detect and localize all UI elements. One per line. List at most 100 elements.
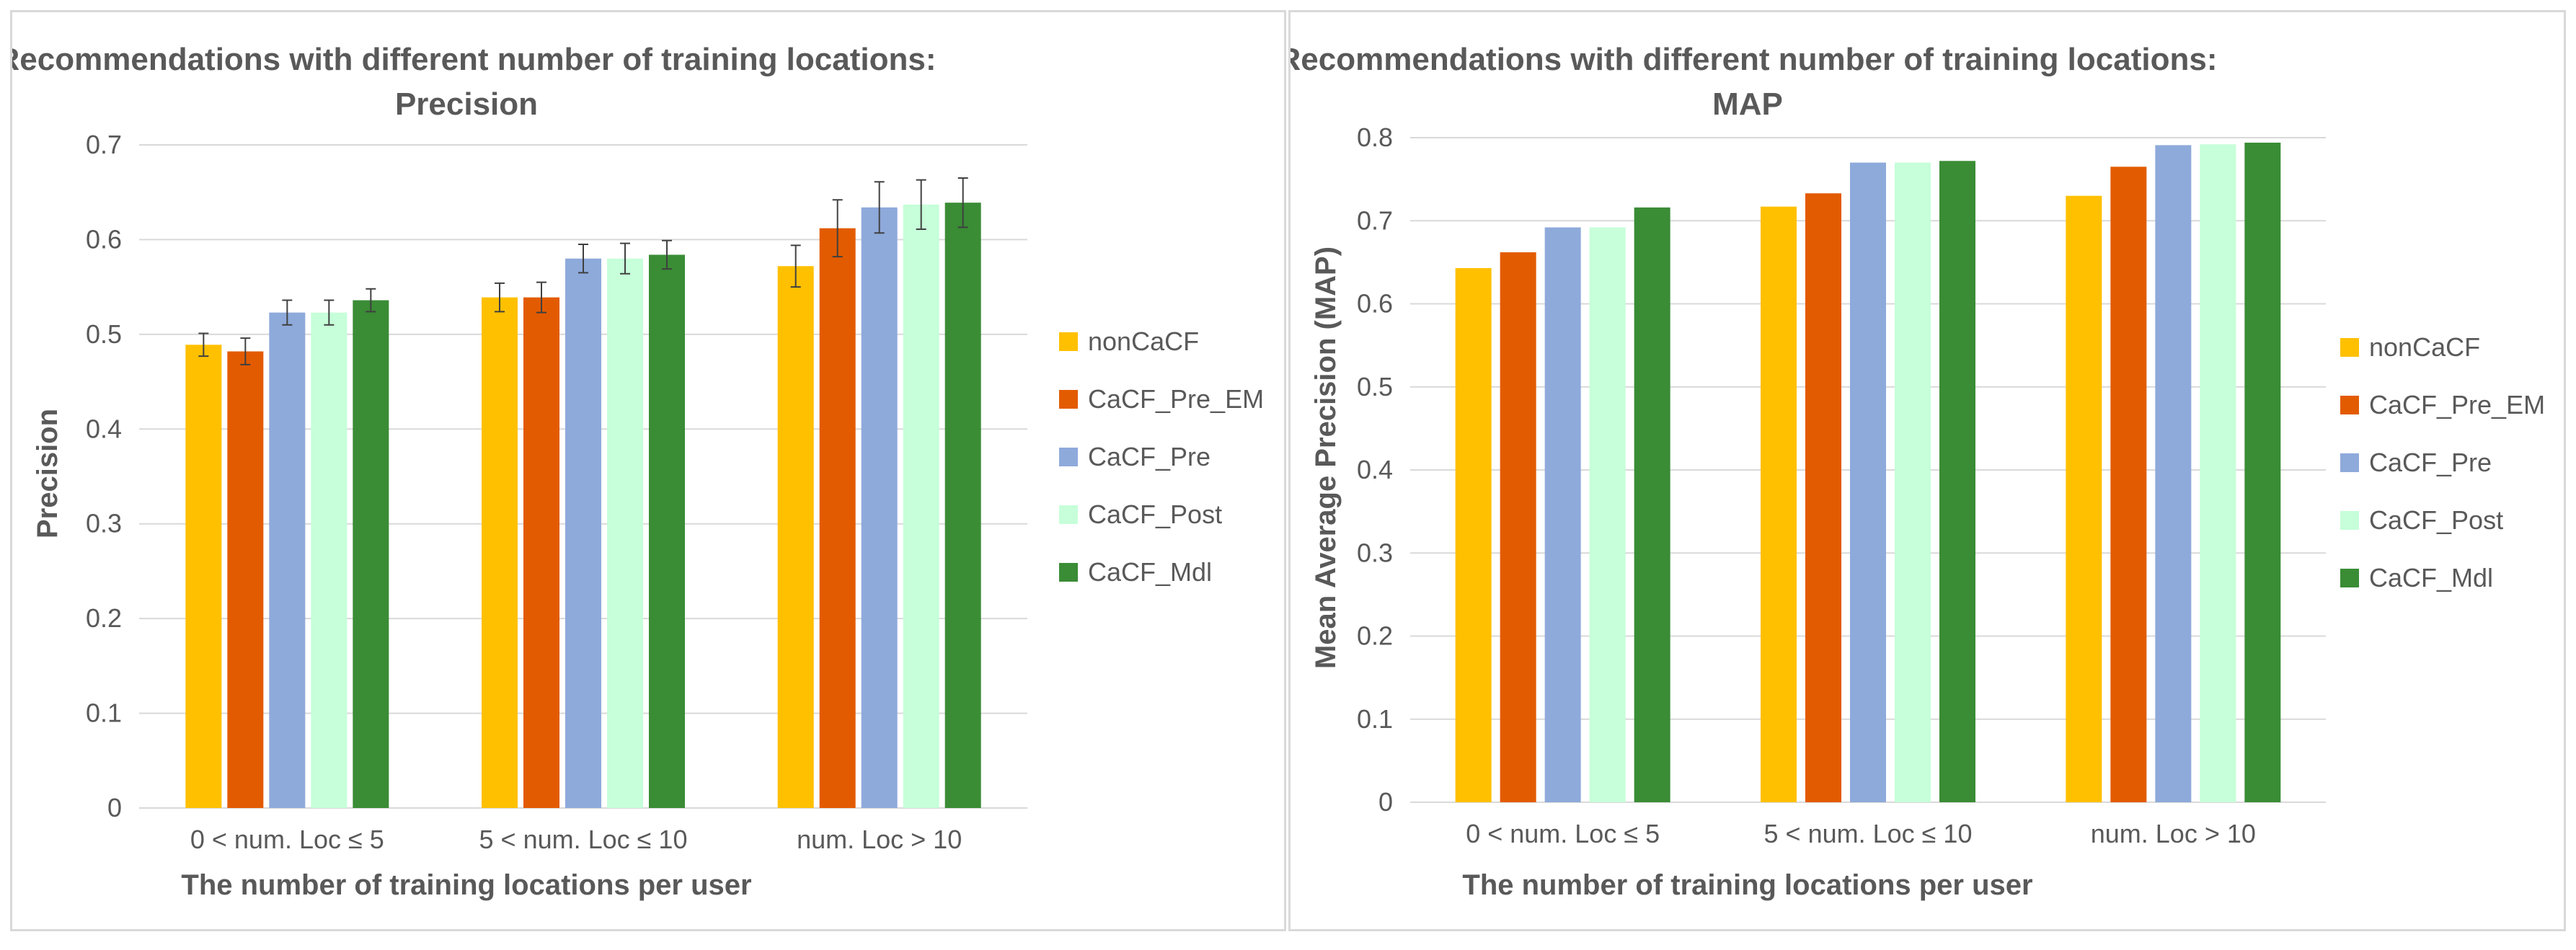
bar-noncacf [777, 266, 814, 808]
x-tick-label: 5 < num. Loc ≤ 10 [1764, 819, 1973, 848]
error-bar [957, 177, 968, 228]
bar-noncacf [185, 345, 222, 808]
chart-title-line-2: Precision [395, 86, 538, 122]
bar-cacf-pre-em [819, 228, 856, 809]
legend-label: CaCF_Mdl [2369, 563, 2493, 592]
legend-label: CaCF_Pre_EM [1088, 384, 1264, 414]
y-tick-label: 0 [107, 793, 122, 822]
y-tick-label: 0.4 [86, 414, 122, 443]
legend-swatch [1059, 563, 1078, 582]
error-bar [240, 337, 251, 365]
error-bar [495, 282, 505, 313]
bar-cacf-pre-em [1500, 252, 1536, 802]
y-axis-title: Mean Average Precision (MAP) [1310, 247, 1342, 669]
error-bar [874, 181, 885, 234]
y-tick-label: 0.7 [86, 130, 122, 159]
bar-cacf-pre-em [227, 351, 264, 808]
bar-cacf-mdl [649, 254, 685, 808]
legend-swatch [2340, 338, 2359, 357]
y-tick-label: 0.2 [86, 603, 122, 633]
legend-swatch [2340, 511, 2359, 530]
legend-swatch [2340, 569, 2359, 587]
precision-chart: Recommendations with different number of… [12, 42, 1264, 901]
x-tick-label: 0 < num. Loc ≤ 5 [1466, 819, 1660, 848]
error-bar [366, 288, 376, 313]
y-tick-label: 0.2 [1357, 621, 1393, 651]
y-tick-label: 0.1 [1357, 704, 1393, 734]
bar-cacf-post [607, 258, 643, 808]
bar-noncacf [2066, 195, 2102, 802]
y-tick-label: 0.3 [86, 509, 122, 538]
chart-title-line-2: MAP [1712, 86, 1783, 122]
error-bar [578, 244, 588, 274]
legend-label: CaCF_Post [1088, 500, 1222, 529]
y-tick-label: 0.5 [86, 319, 122, 349]
x-tick-label: num. Loc > 10 [797, 825, 962, 854]
chart-title: Recommendations with different number of… [1291, 42, 2217, 122]
bar-cacf-pre [1850, 162, 1886, 802]
legend-label: nonCaCF [1088, 327, 1199, 356]
legend-label: CaCF_Pre [2369, 448, 2492, 477]
error-bar [282, 299, 293, 326]
error-bar [198, 332, 209, 358]
bar-cacf-mdl [353, 300, 389, 808]
legend-label: nonCaCF [2369, 332, 2480, 362]
legend-swatch [1059, 390, 1078, 409]
y-tick-label: 0.1 [86, 698, 122, 728]
bar-cacf-mdl [1939, 161, 1975, 802]
error-bar [662, 239, 672, 270]
error-bar [790, 244, 801, 288]
legend-label: CaCF_Mdl [1088, 557, 1212, 587]
x-axis-title: The number of training locations per use… [181, 869, 751, 901]
map-chart: Recommendations with different number of… [1291, 42, 2545, 901]
chart-title: Recommendations with different number of… [12, 42, 936, 122]
y-tick-label: 0.4 [1357, 455, 1393, 484]
bar-noncacf [482, 297, 518, 809]
bar-cacf-pre-em [2110, 167, 2147, 802]
bar-cacf-pre [1544, 227, 1581, 803]
error-bar [832, 199, 843, 258]
y-tick-label: 0.6 [86, 224, 122, 254]
bar-cacf-post [311, 312, 348, 809]
error-bar [916, 179, 926, 230]
map-chart-panel: Recommendations with different number of… [1288, 10, 2566, 931]
error-bar [324, 299, 335, 326]
y-tick-label: 0.6 [1357, 289, 1393, 319]
legend-swatch [1059, 505, 1078, 524]
x-tick-label: 5 < num. Loc ≤ 10 [479, 825, 688, 854]
legend-swatch [1059, 448, 1078, 466]
legend-label: CaCF_Post [2369, 505, 2503, 535]
legend-swatch [2340, 396, 2359, 414]
chart-title-line-1: Recommendations with different number of… [12, 42, 936, 77]
y-tick-label: 0.8 [1357, 123, 1393, 152]
precision-chart-panel: Recommendations with different number of… [10, 10, 1286, 931]
bar-cacf-mdl [2244, 142, 2281, 803]
legend-swatch [1059, 332, 1078, 351]
y-tick-label: 0.7 [1357, 205, 1393, 235]
bar-cacf-mdl [1634, 207, 1670, 802]
y-tick-label: 0.3 [1357, 538, 1393, 567]
bar-cacf-pre [269, 312, 306, 809]
error-bar [620, 242, 630, 275]
error-bar [536, 281, 546, 314]
bar-noncacf [1761, 206, 1797, 803]
bar-cacf-post [2200, 144, 2236, 803]
bar-cacf-pre [861, 207, 898, 808]
chart-title-line-1: Recommendations with different number of… [1291, 42, 2217, 77]
x-tick-label: 0 < num. Loc ≤ 5 [190, 825, 384, 854]
x-axis-title: The number of training locations per use… [1462, 869, 2032, 901]
x-tick-label: num. Loc > 10 [2091, 819, 2256, 848]
bar-cacf-post [1895, 162, 1931, 802]
legend-label: CaCF_Pre_EM [2369, 390, 2545, 419]
bar-cacf-post [903, 204, 939, 808]
bar-cacf-pre [2155, 145, 2192, 802]
bar-cacf-mdl [944, 203, 981, 809]
legend-label: CaCF_Pre [1088, 442, 1210, 471]
y-tick-label: 0 [1378, 787, 1393, 817]
bar-cacf-post [1589, 227, 1626, 803]
y-axis-title: Precision [32, 409, 63, 538]
legend-swatch [2340, 453, 2359, 472]
bar-cacf-pre-em [1805, 193, 1841, 802]
bar-noncacf [1455, 267, 1492, 802]
